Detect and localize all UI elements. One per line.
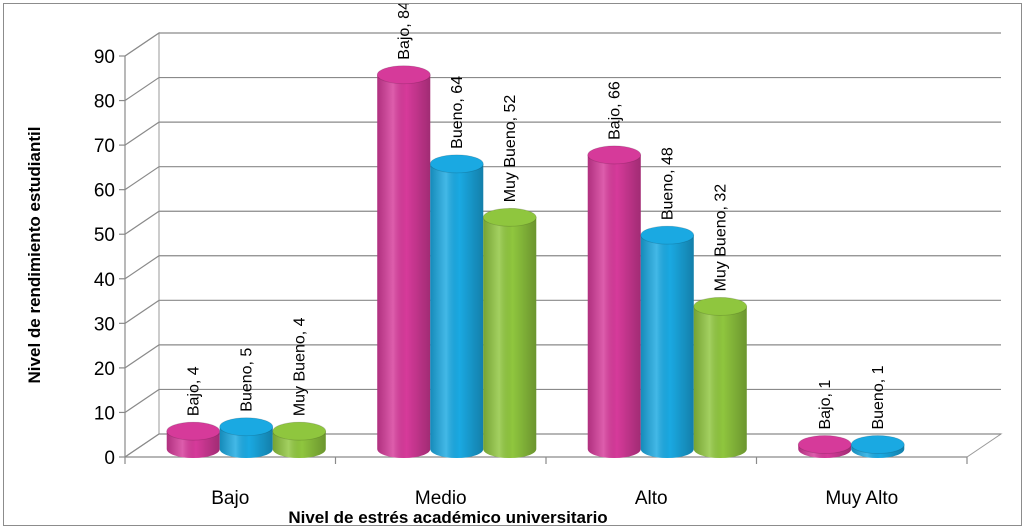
- bar-top: [797, 435, 852, 454]
- bar-top: [429, 154, 484, 174]
- x-tick-labels: Bajo Medio Alto Muy Alto: [211, 488, 898, 509]
- bar-bueno-bajo: [219, 417, 274, 459]
- bar-shading: [219, 426, 273, 459]
- gridlines: [124, 32, 1001, 458]
- gridline: [124, 299, 1001, 324]
- bar-top: [376, 65, 431, 85]
- bar-top: [587, 145, 642, 165]
- bar-shading: [377, 74, 431, 459]
- gridline: [124, 344, 1001, 369]
- gridline: [124, 255, 1001, 280]
- data-label-bajo-bajo: Bajo, 4: [185, 366, 202, 416]
- gridline: [124, 166, 1001, 191]
- bar-bajo-medio: [376, 65, 431, 459]
- data-label-bueno-bajo: Bueno, 5: [238, 348, 255, 412]
- bar-top: [166, 421, 221, 441]
- data-label-muy-bueno-medio: Muy Bueno, 52: [502, 95, 519, 203]
- bar-bajo-muy-alto: [797, 435, 852, 459]
- bar-top: [640, 225, 695, 245]
- bar-top: [482, 207, 537, 227]
- bars: [166, 65, 905, 459]
- data-label-bueno-muy-alto: Bueno, 1: [870, 365, 887, 429]
- bar-top: [272, 421, 327, 441]
- data-label-bajo-muy-alto: Bajo, 1: [817, 380, 834, 430]
- bar-top: [219, 417, 274, 437]
- gridline: [124, 32, 1001, 57]
- clustered-cylinder-chart: 0 10 20 30 40 50 60 70 80 90 Bajo Medio Alto Muy Alt…: [25, 1, 1003, 527]
- y-tick-label: 40: [94, 270, 115, 291]
- bar-shading: [483, 217, 537, 459]
- chart-frame: 0 10 20 30 40 50 60 70 80 90 Bajo Medio Alto Muy Alt…: [3, 1, 1022, 527]
- gridline: [124, 210, 1001, 235]
- bar-shading: [640, 235, 694, 459]
- bar-muy-bueno-medio: [482, 207, 537, 459]
- bar-top: [850, 435, 905, 454]
- y-tick-label: 10: [94, 403, 115, 424]
- data-label-bajo-alto: Bajo, 66: [606, 81, 623, 140]
- y-tick-label: 80: [94, 92, 115, 113]
- bar-shading: [693, 306, 747, 459]
- data-label-bueno-medio: Bueno, 64: [449, 76, 466, 149]
- bar-shading: [430, 163, 484, 459]
- data-label-muy-bueno-bajo: Muy Bueno, 4: [291, 317, 308, 416]
- bar-bajo-alto: [587, 145, 642, 459]
- bar-top: [693, 297, 748, 316]
- bar-muy-bueno-bajo: [272, 421, 327, 459]
- gridline: [124, 121, 1001, 146]
- data-labels: Bajo, 4 Bueno, 5 Muy Bueno, 4 Bajo, 84 Bueno…: [185, 1, 887, 430]
- bar-bueno-alto: [640, 225, 695, 459]
- y-tick-label: 60: [94, 181, 115, 202]
- y-tick-label: 90: [94, 47, 115, 68]
- bar-muy-bueno-alto: [693, 297, 748, 459]
- bar-bajo-bajo: [166, 421, 221, 459]
- gridline: [124, 76, 1001, 102]
- x-tick-label-alto: Alto: [635, 488, 668, 509]
- y-tick-label: 70: [94, 136, 115, 157]
- bar-bueno-medio: [429, 154, 484, 459]
- data-label-bueno-alto: Bueno, 48: [659, 147, 676, 220]
- y-tick-label: 30: [94, 314, 115, 335]
- x-tick-label-medio: Medio: [415, 488, 467, 509]
- data-label-bajo-medio: Bajo, 84: [396, 4, 413, 60]
- x-tick-label-bajo: Bajo: [211, 488, 249, 509]
- y-axis-label: Nivel de rendimiento estudiantil: [25, 127, 44, 384]
- bar-shading: [587, 154, 641, 459]
- x-tick-label-muy-alto: Muy Alto: [825, 488, 898, 509]
- y-tick-label: 20: [94, 359, 115, 380]
- y-tick-label: 50: [94, 225, 115, 246]
- y-tick-label: 0: [104, 448, 115, 469]
- y-tick-labels: 0 10 20 30 40 50 60 70 80 90: [94, 47, 115, 469]
- bar-bueno-muy-alto: [850, 435, 905, 459]
- data-label-muy-bueno-alto: Muy Bueno, 32: [712, 184, 729, 292]
- x-axis-label: Nivel de estrés académico universitario: [288, 508, 607, 527]
